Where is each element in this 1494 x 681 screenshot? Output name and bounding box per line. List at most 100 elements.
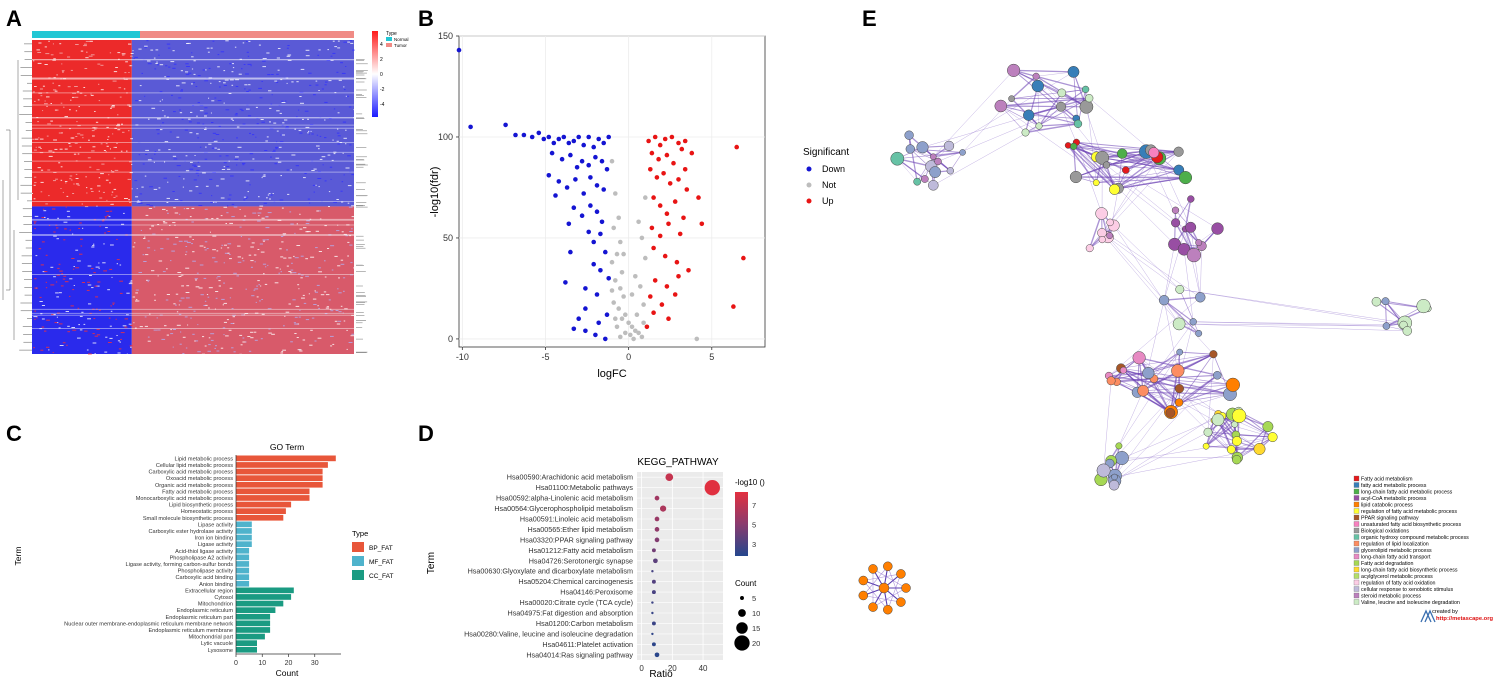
heatmap-cell	[236, 164, 238, 166]
heatmap-cell	[223, 244, 227, 246]
heatmap-cell	[189, 236, 192, 238]
heatmap-cell	[71, 258, 75, 259]
network-edge	[1178, 384, 1234, 404]
network-edge	[1163, 300, 1214, 355]
go-bar	[236, 574, 250, 580]
heatmap-cell	[134, 242, 136, 244]
heatmap-cell	[192, 164, 197, 166]
volcano-point-down	[553, 193, 558, 198]
kegg-size-label: 20	[752, 639, 760, 648]
heatmap-cell	[121, 53, 126, 55]
volcano-point-not	[694, 336, 700, 342]
kegg-term-label: Hsa04975:Fat digestion and absorption	[508, 609, 633, 618]
heatmap-cell	[172, 67, 176, 69]
heatmap-cell	[246, 91, 249, 92]
heatmap-cell	[324, 137, 327, 139]
heatmap-cell	[262, 263, 267, 265]
heatmap-cell	[232, 67, 235, 69]
heatmap-cell	[69, 175, 73, 177]
heatmap-cell	[202, 123, 205, 125]
volcano-point-up	[741, 255, 746, 261]
heatmap-cell	[170, 61, 175, 63]
go-bar-label: Nuclear outer membrane-endoplasmic retic…	[64, 621, 233, 627]
network-edge	[1148, 351, 1181, 374]
heatmap-cell	[287, 45, 290, 46]
network-legend-label: lipid catabolic process	[1361, 503, 1413, 509]
heatmap-cell	[207, 296, 210, 298]
heatmap-cell	[349, 244, 353, 246]
heatmap-cell	[142, 254, 145, 256]
heatmap-cell	[116, 238, 118, 240]
heatmap-cell	[286, 47, 289, 49]
heatmap-cell	[47, 169, 51, 171]
heatmap-cell	[96, 328, 100, 330]
volcano-point-down	[468, 124, 473, 130]
heatmap-cell	[269, 107, 272, 109]
network-edge	[1118, 390, 1144, 447]
volcano-point-down	[456, 47, 462, 53]
heatmap-cell	[78, 324, 80, 326]
heatmap-row-band	[32, 328, 354, 329]
heatmap-cell	[108, 174, 110, 176]
heatmap-cell	[351, 174, 354, 176]
heatmap-cell	[189, 190, 193, 192]
heatmap-cell	[181, 82, 186, 84]
heatmap-cell	[222, 139, 224, 141]
heatmap-cell	[166, 210, 168, 212]
heatmap-cell	[56, 296, 59, 298]
heatmap-cell	[275, 148, 278, 150]
volcano-point-down	[596, 320, 601, 326]
heatmap-cell	[68, 143, 71, 144]
heatmap-cell	[334, 320, 338, 322]
volcano-point-down	[606, 134, 611, 140]
network-node	[1253, 443, 1266, 455]
network-legend-label: acyl-CoA metabolic process	[1361, 496, 1427, 502]
heatmap-cell	[58, 323, 63, 325]
heatmap-cell	[130, 138, 133, 140]
network-node	[1137, 385, 1149, 397]
heatmap-cell	[40, 313, 43, 315]
heatmap-cell	[63, 239, 66, 241]
network-node	[858, 590, 869, 601]
heatmap-cell	[92, 333, 95, 335]
heatmap-cell	[188, 72, 192, 74]
volcano-point-up	[657, 142, 663, 148]
heatmap-cell	[242, 42, 245, 44]
heatmap-cell	[257, 212, 262, 214]
heatmap-cell	[45, 254, 48, 256]
heatmap-cell	[226, 212, 229, 214]
heatmap-cell	[98, 177, 101, 179]
heatmap-cell	[185, 155, 188, 157]
network-legend-label: regulation of lipid localization	[1361, 542, 1429, 548]
heatmap-cell	[114, 146, 117, 148]
heatmap-cell	[174, 212, 179, 214]
heatmap-cell	[157, 275, 159, 277]
heatmap-block-tumor-down	[131, 40, 354, 207]
volcano-point-up	[672, 292, 678, 297]
heatmap-cell	[126, 353, 128, 355]
heatmap-cell	[180, 297, 185, 299]
heatmap-cell	[256, 123, 259, 125]
heatmap-cell	[281, 241, 284, 243]
volcano-point-down	[601, 187, 606, 192]
heatmap-cell	[77, 307, 80, 309]
heatmap-cell	[312, 298, 317, 300]
heatmap-cell	[130, 346, 132, 348]
heatmap-cell	[347, 185, 352, 187]
heatmap-cell	[33, 184, 36, 186]
heatmap-cell	[210, 333, 215, 335]
heatmap-cell	[58, 327, 61, 329]
heatmap-cell	[261, 313, 265, 315]
heatmap-cell	[289, 272, 293, 274]
heatmap-cell	[299, 213, 301, 215]
heatmap-cell	[216, 185, 219, 187]
go-bar	[236, 587, 294, 594]
heatmap-cell	[34, 215, 39, 217]
heatmap-cell	[282, 233, 287, 235]
heatmap-cell	[225, 223, 227, 224]
volcano-point-not	[628, 332, 633, 338]
volcano-point-not	[629, 292, 635, 297]
